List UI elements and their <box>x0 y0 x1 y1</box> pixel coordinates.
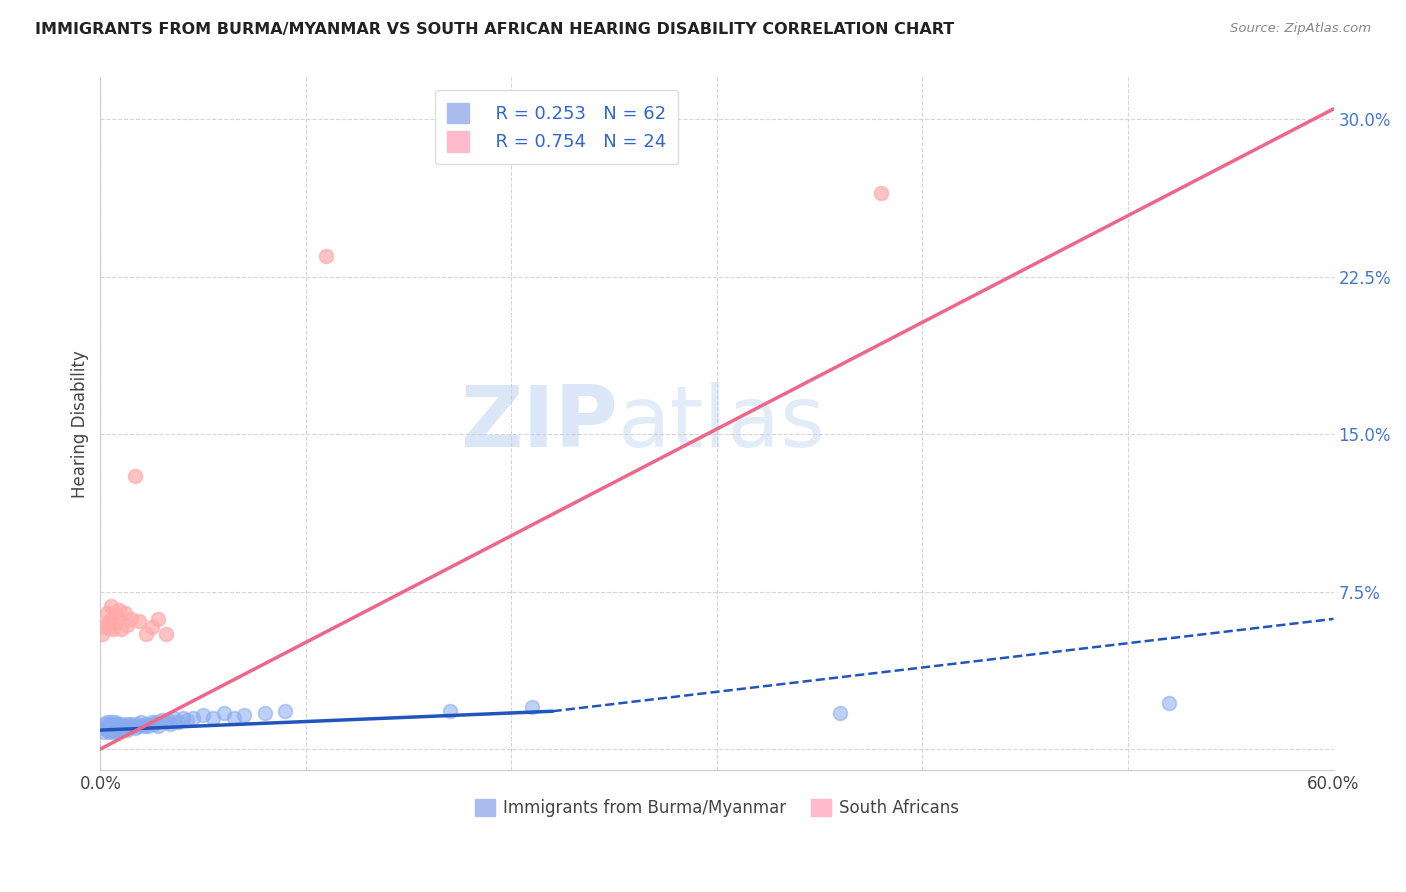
Point <box>128 719 150 733</box>
Point <box>93 620 115 634</box>
Point <box>145 714 167 729</box>
Point <box>108 723 131 738</box>
Legend: Immigrants from Burma/Myanmar, South Africans: Immigrants from Burma/Myanmar, South Afr… <box>468 792 966 824</box>
Point <box>96 616 118 631</box>
Text: atlas: atlas <box>619 382 827 466</box>
Point <box>120 716 142 731</box>
Point <box>146 719 169 733</box>
Point <box>520 700 543 714</box>
Point <box>167 714 190 729</box>
Point <box>114 721 136 735</box>
Point <box>124 469 146 483</box>
Point <box>114 606 136 620</box>
Point <box>150 713 173 727</box>
Point <box>101 623 124 637</box>
Point <box>122 719 145 733</box>
Point <box>131 714 153 729</box>
Point <box>100 714 122 729</box>
Point <box>830 706 852 721</box>
Point <box>91 626 114 640</box>
Point <box>1159 696 1181 710</box>
Point <box>93 716 115 731</box>
Point <box>110 721 132 735</box>
Point <box>115 723 138 738</box>
Point <box>108 719 131 733</box>
Point <box>141 714 163 729</box>
Point <box>141 620 163 634</box>
Point <box>110 716 132 731</box>
Point <box>115 716 138 731</box>
Point <box>155 714 177 729</box>
Point <box>274 704 297 718</box>
Point <box>212 706 235 721</box>
Point <box>105 716 128 731</box>
Point <box>97 716 120 731</box>
Point <box>135 626 157 640</box>
Point <box>146 612 169 626</box>
Point <box>870 186 893 200</box>
Point <box>202 710 225 724</box>
Point <box>101 725 124 739</box>
Point <box>104 616 127 631</box>
Point <box>159 716 181 731</box>
Point <box>105 725 128 739</box>
Point <box>253 706 276 721</box>
Point <box>97 725 120 739</box>
Point <box>96 606 118 620</box>
Y-axis label: Hearing Disability: Hearing Disability <box>72 350 89 498</box>
Text: Source: ZipAtlas.com: Source: ZipAtlas.com <box>1230 22 1371 36</box>
Point <box>118 719 141 733</box>
Point <box>163 710 186 724</box>
Point <box>132 719 155 733</box>
Point <box>104 723 127 738</box>
Point <box>100 723 122 738</box>
Point <box>155 626 177 640</box>
Point <box>135 716 157 731</box>
Point <box>105 609 128 624</box>
Point <box>101 719 124 733</box>
Point <box>142 716 165 731</box>
Point <box>127 716 149 731</box>
Point <box>157 713 180 727</box>
Point <box>100 612 122 626</box>
Point <box>181 710 204 724</box>
Point <box>105 721 128 735</box>
Point <box>439 704 461 718</box>
Point <box>136 719 159 733</box>
Point <box>93 725 115 739</box>
Point <box>115 618 138 632</box>
Point <box>104 606 127 620</box>
Point <box>172 710 194 724</box>
Point <box>111 719 134 733</box>
Point <box>124 721 146 735</box>
Point <box>104 719 127 733</box>
Point <box>96 723 118 738</box>
Text: IMMIGRANTS FROM BURMA/MYANMAR VS SOUTH AFRICAN HEARING DISABILITY CORRELATION CH: IMMIGRANTS FROM BURMA/MYANMAR VS SOUTH A… <box>35 22 955 37</box>
Point <box>120 612 142 626</box>
Point <box>233 708 256 723</box>
Point <box>176 713 198 727</box>
Text: ZIP: ZIP <box>461 382 619 466</box>
Point <box>100 599 122 614</box>
Point <box>315 249 337 263</box>
Point <box>96 714 118 729</box>
Point <box>191 708 214 723</box>
Point <box>108 603 131 617</box>
Point <box>97 721 120 735</box>
Point <box>110 623 132 637</box>
Point <box>222 710 245 724</box>
Point <box>100 719 122 733</box>
Point <box>96 719 118 733</box>
Point <box>97 620 120 634</box>
Point <box>104 714 127 729</box>
Point <box>128 614 150 628</box>
Point <box>91 721 114 735</box>
